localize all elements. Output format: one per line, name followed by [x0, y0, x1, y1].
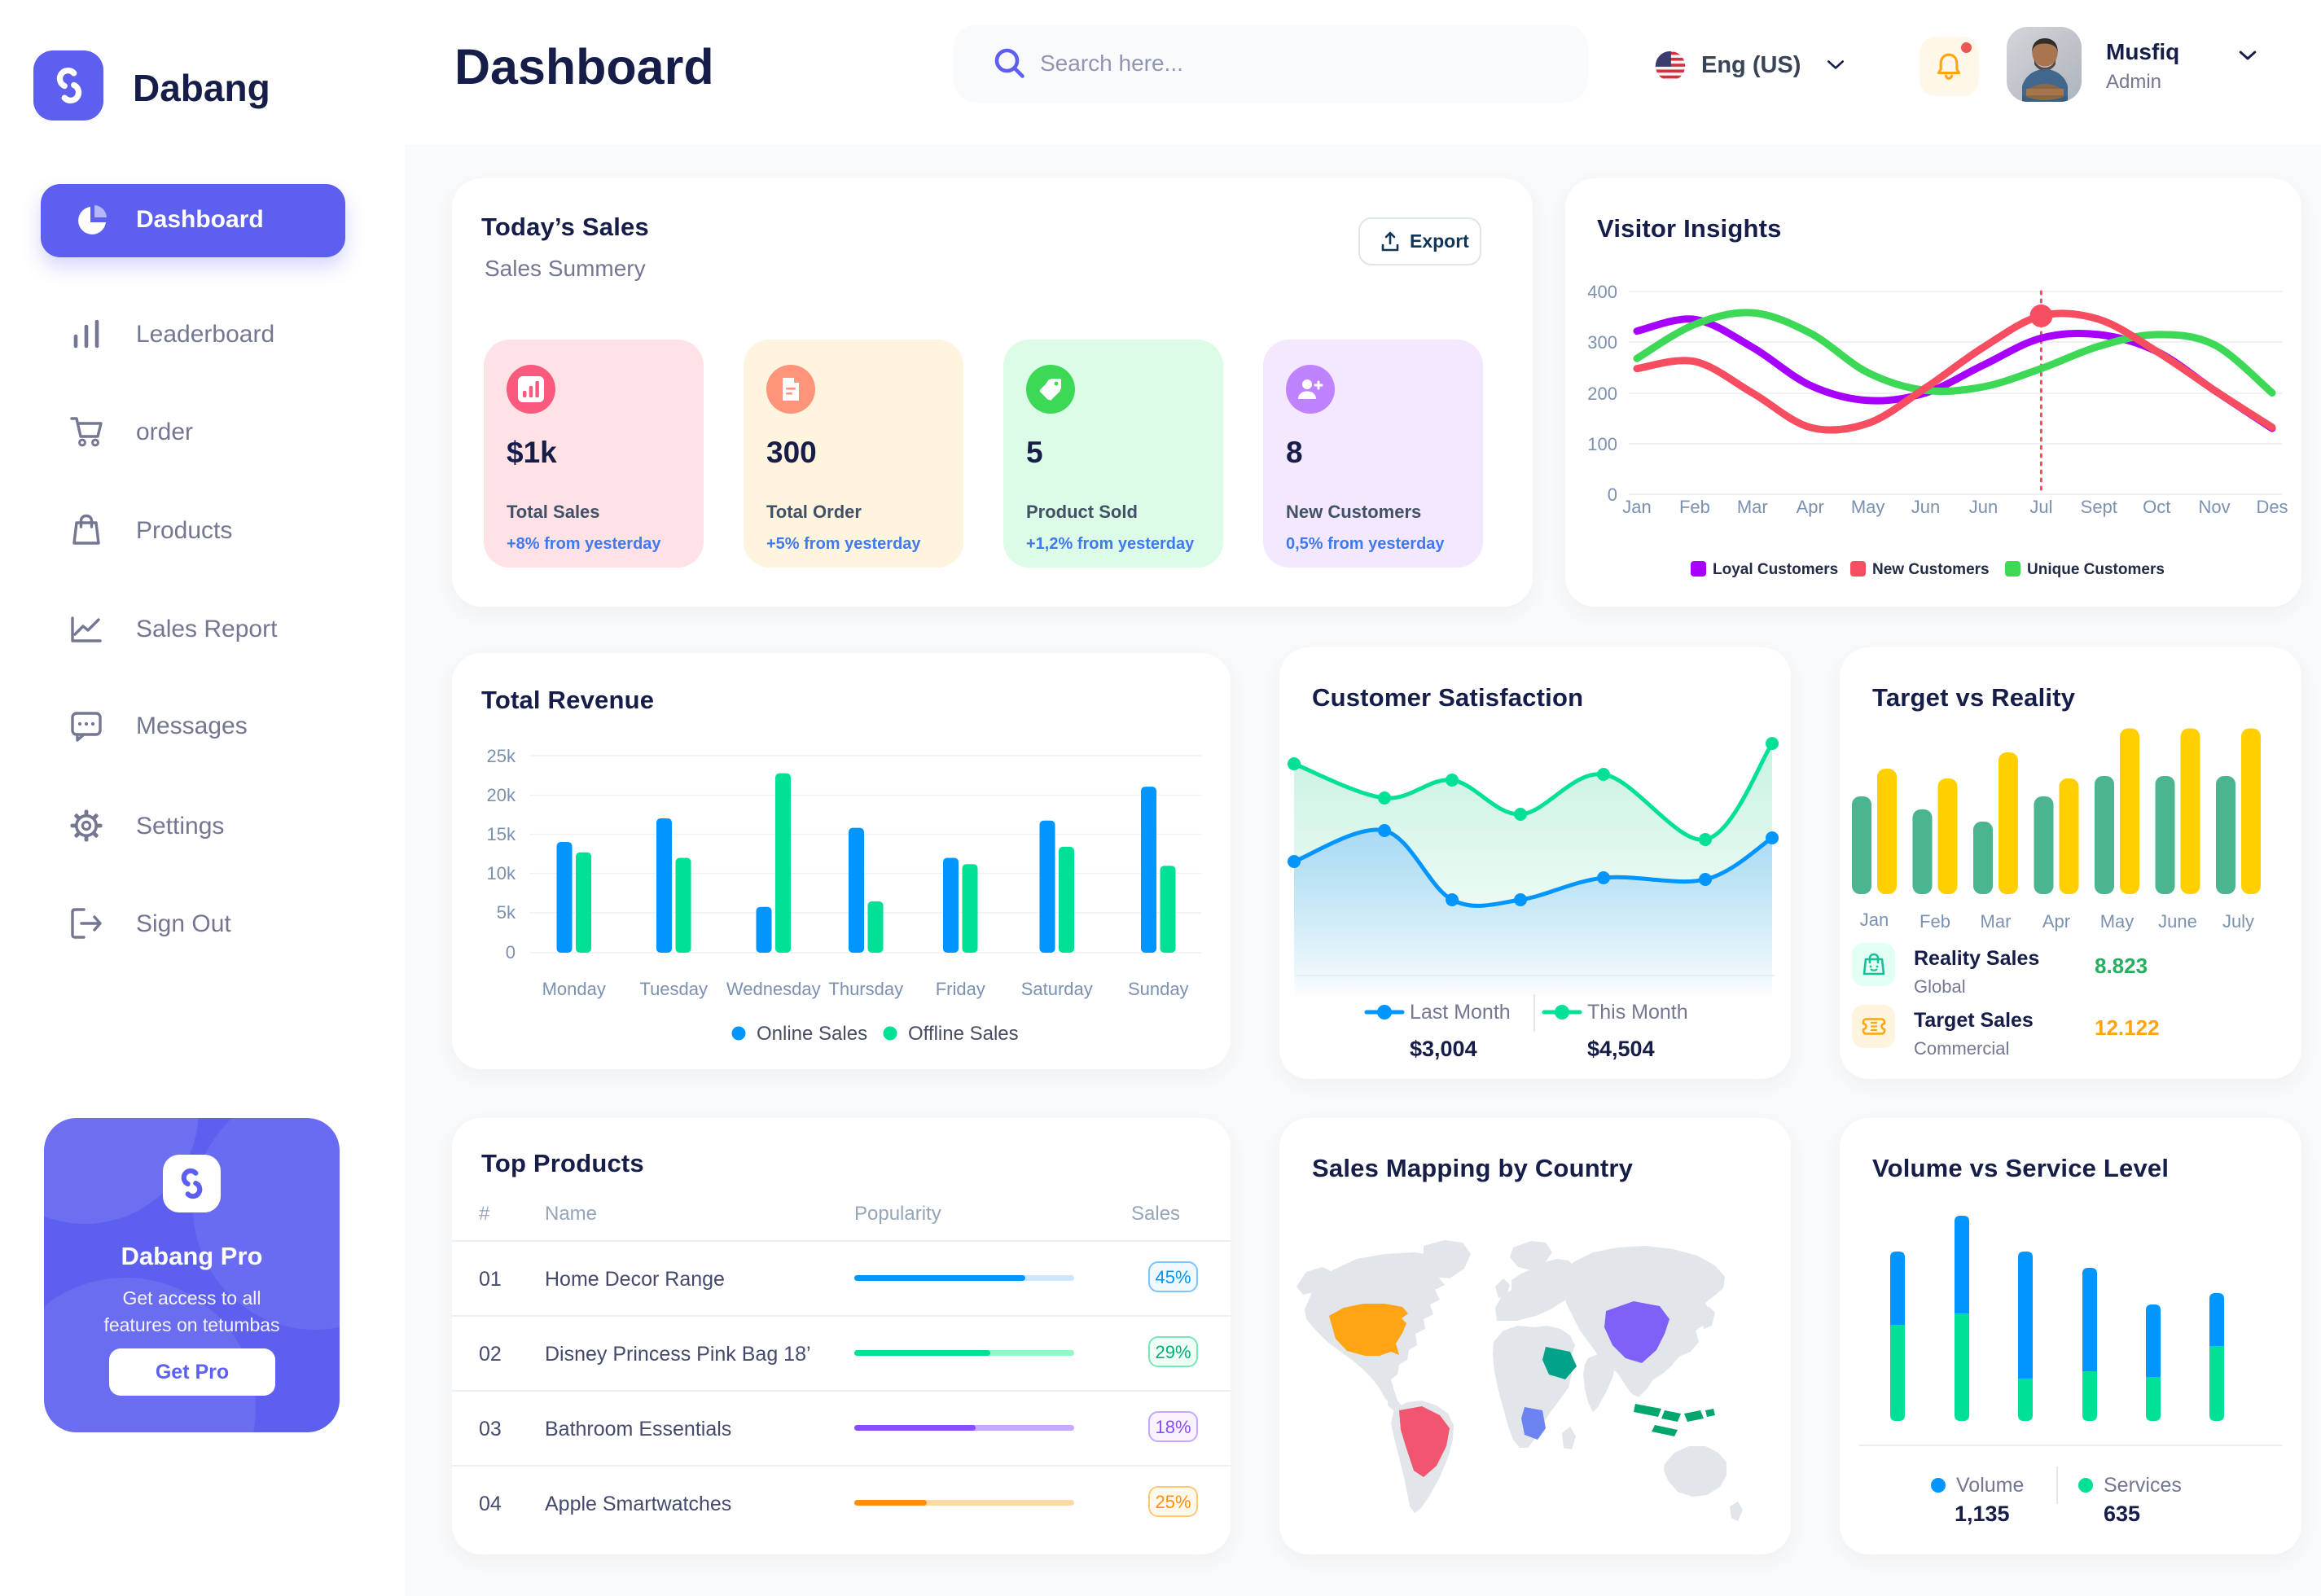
svg-text:Jan: Jan [1622, 497, 1651, 517]
svg-text:Offline Sales: Offline Sales [908, 1023, 1019, 1045]
svg-text:635: 635 [2104, 1502, 2140, 1526]
svg-text:Friday: Friday [936, 979, 985, 999]
svg-text:Feb: Feb [1679, 497, 1710, 517]
svg-text:Thursday: Thursday [828, 979, 903, 999]
svg-text:Sept: Sept [2081, 497, 2117, 517]
svg-text:Mar: Mar [1981, 911, 2012, 932]
svg-text:This Month: This Month [1587, 1001, 1688, 1024]
svg-text:Monday: Monday [542, 979, 606, 999]
svg-text:May: May [2100, 911, 2135, 932]
svg-text:25k: 25k [487, 746, 516, 766]
svg-text:Oct: Oct [2143, 497, 2170, 517]
svg-text:5k: 5k [497, 902, 516, 923]
svg-text:Wednesday: Wednesday [726, 979, 821, 999]
svg-text:0: 0 [506, 942, 516, 962]
svg-text:300: 300 [1587, 332, 1617, 353]
svg-text:10k: 10k [487, 863, 516, 884]
svg-text:Volume: Volume [1956, 1474, 2024, 1497]
svg-text:July: July [2222, 911, 2254, 932]
svg-text:Des: Des [2256, 497, 2288, 517]
svg-text:Last Month: Last Month [1410, 1001, 1511, 1024]
svg-text:0: 0 [1608, 484, 1617, 505]
svg-text:Apr: Apr [1797, 497, 1824, 517]
svg-text:1,135: 1,135 [1955, 1502, 2010, 1526]
svg-text:Nov: Nov [2199, 497, 2231, 517]
svg-text:Jun: Jun [1969, 497, 1998, 517]
svg-text:Sunday: Sunday [1128, 979, 1189, 999]
svg-text:Unique Customers: Unique Customers [2027, 561, 2165, 578]
svg-text:Services: Services [2104, 1474, 2182, 1497]
svg-text:Loyal Customers: Loyal Customers [1713, 561, 1838, 578]
svg-text:Jun: Jun [1911, 497, 1940, 517]
svg-text:200: 200 [1587, 384, 1617, 404]
svg-text:$4,504: $4,504 [1587, 1037, 1655, 1061]
svg-text:Jan: Jan [1860, 910, 1889, 930]
svg-text:Feb: Feb [1920, 911, 1950, 932]
svg-text:June: June [2158, 911, 2197, 932]
svg-text:15k: 15k [487, 824, 516, 844]
svg-text:Saturday: Saturday [1021, 979, 1093, 999]
svg-text:New Customers: New Customers [1872, 561, 1990, 578]
svg-text:Tuesday: Tuesday [639, 979, 708, 999]
svg-text:20k: 20k [487, 785, 516, 805]
svg-text:400: 400 [1587, 282, 1617, 302]
svg-text:Online Sales: Online Sales [757, 1023, 867, 1045]
svg-text:May: May [1851, 497, 1885, 517]
svg-text:Jul: Jul [2029, 497, 2052, 517]
svg-text:$3,004: $3,004 [1410, 1037, 1477, 1061]
svg-text:100: 100 [1587, 434, 1617, 454]
svg-text:Apr: Apr [2042, 911, 2070, 932]
svg-text:Mar: Mar [1737, 497, 1768, 517]
